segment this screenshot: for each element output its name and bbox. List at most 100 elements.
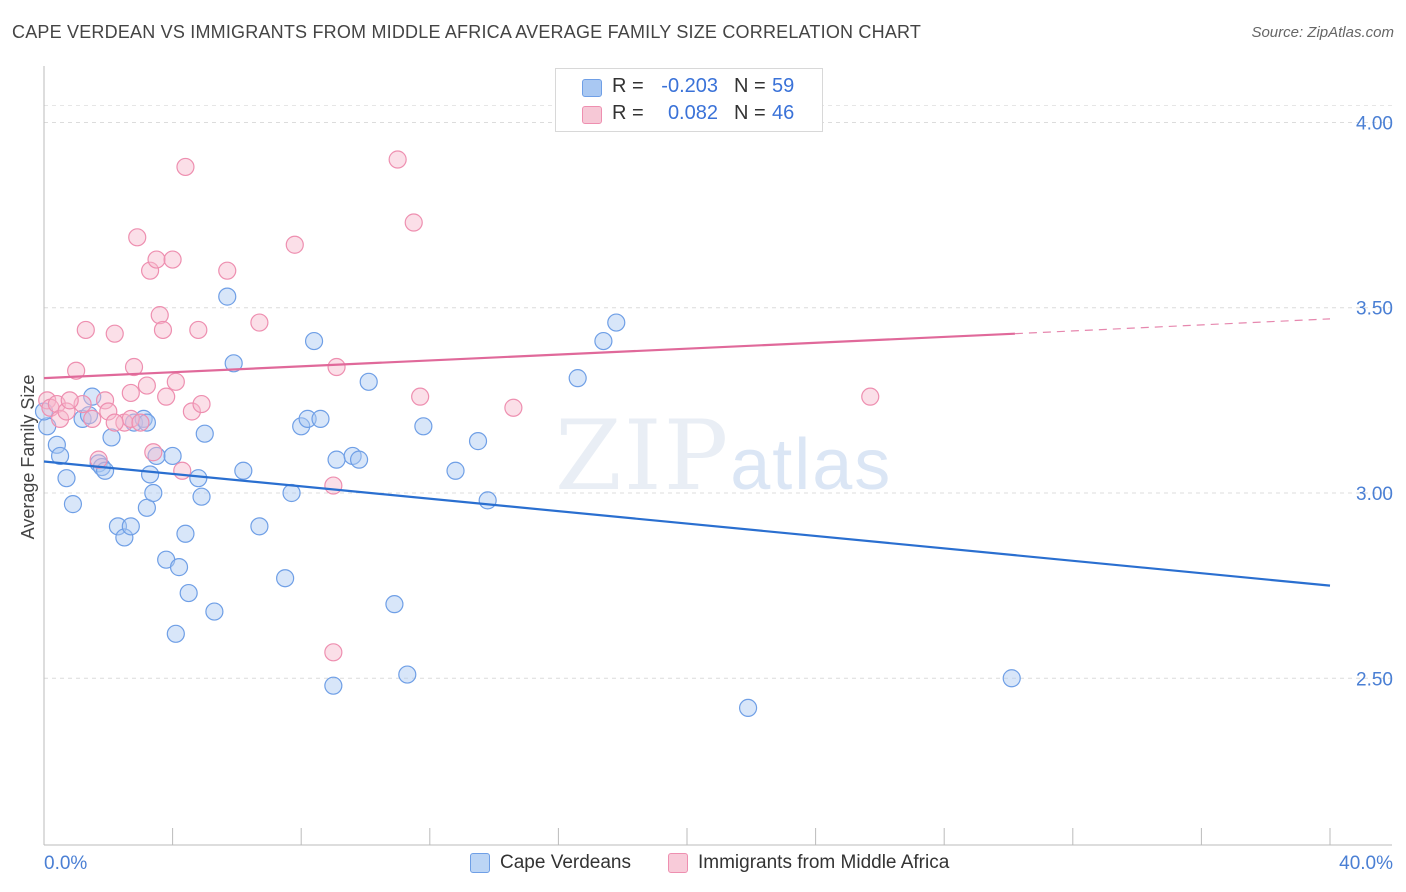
point-cape-verdean [57,469,76,488]
point-middle-africa [861,387,880,406]
source-label: Source: ZipAtlas.com [1251,24,1394,41]
legend-r-label: R = [612,102,644,124]
point-cape-verdean [63,495,83,514]
chart-title: CAPE VERDEAN VS IMMIGRANTS FROM MIDDLE A… [12,22,922,42]
x-tick-label-min: 0.0% [44,853,87,874]
point-cape-verdean [478,491,497,510]
point-middle-africa [173,461,192,480]
y-tick-label: 4.00 [1356,113,1393,134]
legend-r-value: -0.203 [661,75,718,97]
point-middle-africa [60,391,79,410]
legend-swatch-pink [668,853,688,873]
data-points [34,150,1021,718]
point-middle-africa [327,357,346,377]
point-middle-africa [189,320,208,340]
correlation-legend: R = -0.203 N = 59 R = 0.082 N = 46 [555,68,823,132]
legend-row-middle-africa: R = 0.082 N = 46 [556,102,822,128]
y-tick-label: 2.50 [1356,669,1393,690]
legend-n-value: 59 [772,75,795,97]
point-middle-africa [89,450,108,469]
point-cape-verdean [218,287,237,306]
point-middle-africa [192,394,211,414]
point-middle-africa [504,398,523,417]
point-cape-verdean [738,698,758,718]
point-middle-africa [147,250,166,269]
trend-line-middle-africa [43,332,1015,380]
grid-lines [44,104,1392,679]
y-tick-label: 3.00 [1356,484,1393,505]
point-cape-verdean [594,331,613,351]
trend-line-cape-verdean [43,460,1331,587]
point-cape-verdean [176,524,195,543]
point-cape-verdean [144,483,163,503]
point-cape-verdean [607,313,626,332]
point-cape-verdean [468,432,488,451]
y-tick-label: 3.50 [1356,299,1393,320]
point-middle-africa [218,261,237,280]
point-cape-verdean [140,465,160,484]
point-middle-africa [163,250,182,269]
point-cape-verdean [446,461,465,480]
point-middle-africa [105,324,124,343]
point-middle-africa [153,320,173,340]
point-middle-africa [157,387,176,406]
trend-lines [43,318,1331,587]
point-middle-africa [95,391,115,410]
point-middle-africa [128,228,147,247]
point-cape-verdean [276,569,295,588]
point-cape-verdean [234,461,253,480]
point-middle-africa [105,413,124,432]
legend-row-cape-verdeans: R = -0.203 N = 59 [556,75,822,101]
point-cape-verdean [1002,669,1021,688]
point-middle-africa [137,376,156,395]
point-cape-verdean [163,446,182,466]
point-cape-verdean [121,517,140,536]
point-middle-africa [131,413,150,432]
point-cape-verdean [398,665,417,684]
point-cape-verdean [50,446,70,466]
point-cape-verdean [304,331,324,351]
point-cape-verdean [224,354,243,373]
point-cape-verdean [324,676,343,695]
point-cape-verdean [47,435,66,454]
point-middle-africa [404,213,423,232]
point-middle-africa [324,476,343,495]
legend-r-value: 0.082 [667,102,718,124]
legend-n-value: 46 [772,102,795,124]
point-cape-verdean [568,369,587,388]
point-cape-verdean [385,595,404,614]
legend-n-label: N = [734,102,766,124]
point-middle-africa [50,409,70,428]
point-middle-africa [67,361,86,380]
point-cape-verdean [250,517,269,536]
trend-line-extension [1014,318,1331,335]
point-middle-africa [285,235,304,254]
point-middle-africa [182,402,201,421]
point-cape-verdean [189,469,208,488]
point-cape-verdean [169,558,189,577]
point-cape-verdean [192,487,211,506]
point-cape-verdean [205,602,224,621]
legend-n-label: N = [734,75,766,97]
point-cape-verdean [108,517,128,536]
point-middle-africa [176,157,195,177]
tick-labels: 2.50 3.00 3.50 4.00 0.0% 40.0% Average Family … [18,113,1393,874]
point-cape-verdean [166,624,185,643]
x-tick-label-max: 40.0% [1339,853,1393,874]
point-middle-africa [166,372,185,391]
legend-swatch-blue [470,853,490,873]
point-cape-verdean [311,409,330,428]
point-middle-africa [150,306,169,325]
point-middle-africa [140,261,160,280]
point-cape-verdean [298,409,317,428]
point-cape-verdean [195,424,214,443]
watermark-atlas: atlas [730,425,893,505]
point-middle-africa [76,320,95,340]
legend-label: Immigrants from Middle Africa [698,852,950,873]
point-middle-africa [144,443,163,462]
y-axis-label: Average Family Size [18,375,38,540]
point-middle-africa [324,643,343,662]
axes [43,66,1392,846]
point-middle-africa [83,409,102,428]
